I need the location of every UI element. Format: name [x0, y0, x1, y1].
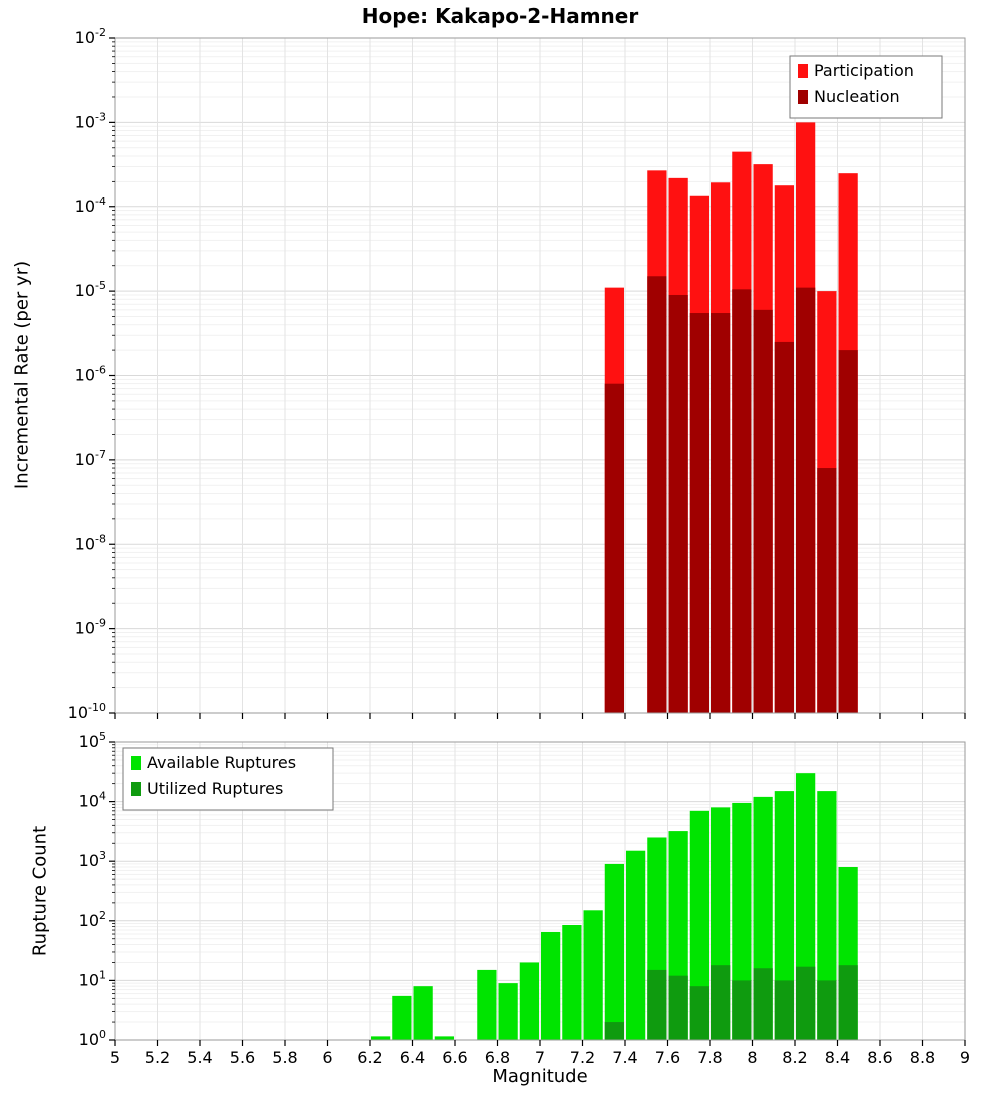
bar: [774, 791, 794, 1040]
bar: [434, 1036, 454, 1040]
x-tick-label: 7.2: [570, 1048, 595, 1067]
y-tick-label: 10-5: [75, 279, 106, 300]
x-tick-label: 8.8: [910, 1048, 935, 1067]
bar: [796, 966, 816, 1040]
legend-box: [789, 55, 943, 119]
bar: [711, 965, 731, 1040]
y-tick-label: 10-4: [75, 195, 106, 216]
x-tick-label: 6: [322, 1048, 332, 1067]
bar: [711, 313, 731, 713]
series-available-ruptures: [371, 773, 858, 1040]
y-tick-label: 10-6: [75, 364, 106, 385]
bar: [732, 289, 752, 713]
x-axis: 5 5.2 5.4 5.6 5.8 6 6.2 6.4 6.6 6.8 7 7.2 7.4 7.6 7.8 8…: [110, 1040, 970, 1067]
y-tick-label: 10-9: [75, 617, 106, 638]
x-tick-label: 5.2: [145, 1048, 170, 1067]
bar: [774, 980, 794, 1040]
y-axis: 10-10 10-9 10-8 10-7 10-6 10-5 10-4 10-3 10-2: [68, 26, 115, 722]
bar: [541, 931, 561, 1040]
legend-label: Participation: [814, 61, 914, 80]
x-tick-label: 5.6: [230, 1048, 255, 1067]
bar: [817, 468, 837, 713]
legend-marker-available-ruptures: [131, 756, 141, 770]
series-nucleation: [604, 276, 858, 713]
legend: Available Ruptures Utilized Ruptures: [122, 747, 334, 811]
bar: [689, 986, 709, 1040]
bar: [413, 986, 433, 1040]
legend: Participation Nucleation: [789, 55, 943, 119]
bar: [604, 1022, 624, 1040]
bar: [392, 995, 412, 1040]
x-tick-label: 5: [110, 1048, 120, 1067]
bar: [626, 850, 646, 1040]
bar: [562, 925, 582, 1040]
x-tick-label: 8.2: [782, 1048, 807, 1067]
y-tick-label: 102: [79, 909, 106, 930]
y-tick-label: 104: [79, 790, 106, 811]
bar: [796, 287, 816, 713]
bottom-plot: 100 101 102 103 104 105 5 5.2 5.4 5.6 5.8 6 6.2 6.4 6.…: [79, 730, 970, 1067]
bar: [498, 983, 518, 1040]
bar: [583, 910, 603, 1040]
bar: [817, 980, 837, 1040]
bar: [647, 969, 667, 1040]
bar: [838, 350, 858, 713]
x-tick-label: 5.8: [272, 1048, 297, 1067]
bar: [604, 863, 624, 1040]
legend-marker-utilized-ruptures: [131, 782, 141, 796]
x-axis: [114, 713, 966, 719]
x-tick-label: 6.4: [400, 1048, 425, 1067]
y-tick-label: 10-10: [68, 701, 106, 722]
x-tick-label: 8.6: [867, 1048, 892, 1067]
legend-label: Nucleation: [814, 87, 900, 106]
x-tick-label: 6.6: [442, 1048, 467, 1067]
bar: [647, 276, 667, 713]
legend-box: [122, 747, 334, 811]
bar: [519, 962, 539, 1040]
bar: [689, 313, 709, 713]
y-tick-label: 103: [79, 849, 106, 870]
bar: [371, 1036, 391, 1040]
legend-marker-participation: [798, 64, 808, 78]
bar: [477, 969, 497, 1040]
x-tick-label: 8: [747, 1048, 757, 1067]
bar: [668, 294, 688, 713]
x-tick-label: 5.4: [187, 1048, 212, 1067]
bar: [689, 810, 709, 1040]
y-axis: 100 101 102 103 104 105: [79, 730, 115, 1049]
bar: [668, 975, 688, 1040]
bar: [753, 968, 773, 1040]
legend-label: Utilized Ruptures: [147, 779, 283, 798]
y-tick-label: 101: [79, 968, 106, 989]
bar: [732, 980, 752, 1040]
y-tick-label: 10-2: [75, 26, 106, 47]
y-tick-label: 10-8: [75, 532, 106, 553]
x-tick-label: 6.8: [485, 1048, 510, 1067]
bar: [838, 965, 858, 1040]
y-tick-label: 10-7: [75, 448, 106, 469]
legend-marker-nucleation: [798, 90, 808, 104]
x-tick-label: 7.6: [655, 1048, 680, 1067]
legend-label: Available Ruptures: [147, 753, 296, 772]
x-tick-label: 7.8: [697, 1048, 722, 1067]
x-tick-label: 9: [960, 1048, 970, 1067]
gridlines: [114, 37, 966, 714]
x-tick-label: 7: [535, 1048, 545, 1067]
x-tick-label: 8.4: [825, 1048, 850, 1067]
x-tick-label: 6.2: [357, 1048, 382, 1067]
y-tick-label: 100: [79, 1028, 106, 1049]
chart-title: Hope: Kakapo-2-Hamner: [361, 4, 639, 28]
y-tick-label: 105: [79, 730, 106, 751]
bar: [604, 383, 624, 713]
y-tick-label: 10-3: [75, 110, 106, 131]
bar: [817, 791, 837, 1040]
top-plot: 10-10 10-9 10-8 10-7 10-6 10-5 10-4 10-3 10-2 Par…: [68, 26, 966, 722]
series-utilized-ruptures: [604, 965, 858, 1040]
bar: [774, 341, 794, 713]
x-axis-label: Magnitude: [492, 1066, 588, 1087]
bar: [753, 309, 773, 713]
x-tick-label: 7.4: [612, 1048, 637, 1067]
